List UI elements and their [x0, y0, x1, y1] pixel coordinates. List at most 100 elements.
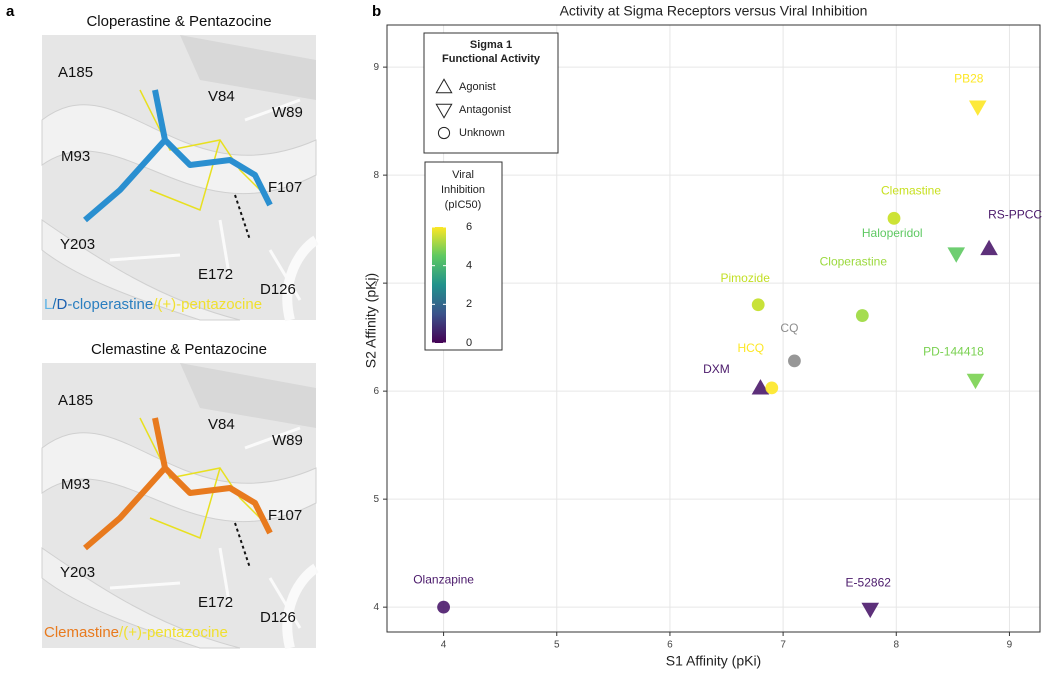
colorbar-tick-label: 6 — [466, 221, 472, 233]
hbond — [234, 194, 251, 241]
structure-image — [41, 363, 319, 650]
point-label: CQ — [780, 321, 798, 335]
residue-label: E172 — [198, 266, 233, 283]
legend-label: Unknown — [459, 127, 505, 139]
colorbar-tick-label: 0 — [466, 337, 472, 349]
hbond — [234, 522, 251, 569]
colorbar-legend: Viral Inhibition (pIC50) 0 2 4 6 — [424, 161, 503, 351]
residue-label: Y203 — [60, 236, 95, 253]
structure-image — [41, 35, 319, 322]
point-label: DXM — [703, 362, 730, 376]
legend-title: Sigma 1 — [470, 39, 512, 51]
point — [947, 247, 966, 263]
residue-label: V84 — [208, 88, 235, 105]
legend-label: Agonist — [459, 81, 496, 93]
residue-label: F107 — [268, 179, 302, 196]
panel-label: b — [372, 3, 381, 20]
point — [980, 239, 998, 256]
ribbon — [180, 363, 316, 428]
caption-part: D — [57, 296, 68, 313]
marker-legend: Sigma 1 Functional Activity Agonist Antagon… — [423, 32, 559, 154]
panel-b: b Activity at Sigma Receptors versus Vira… — [363, 3, 1043, 669]
point-label: Pimozide — [721, 271, 771, 285]
residue-label: W89 — [272, 432, 303, 449]
image-title: Cloperastine & Pentazocine — [86, 13, 271, 30]
x-tick-label: 7 — [780, 640, 786, 651]
y-tick-label: 4 — [373, 602, 379, 613]
ribbon — [41, 547, 241, 649]
residue-label: M93 — [61, 148, 90, 165]
y-tick-label: 8 — [373, 170, 379, 181]
colorbar-tick-label: 4 — [466, 260, 472, 272]
y-axis-label: S2 Affinity (pKi) — [363, 273, 379, 368]
point — [437, 600, 450, 614]
point — [966, 373, 985, 390]
ligand — [83, 89, 273, 223]
x-tick-label: 9 — [1007, 640, 1013, 651]
residue-label: V84 — [208, 416, 235, 433]
point-label: Haloperidol — [862, 226, 923, 240]
ribbon — [180, 35, 316, 100]
caption-part: /(+)-pentazocine — [153, 296, 262, 313]
y-tick-label: 9 — [373, 62, 379, 73]
residue-label: E172 — [198, 594, 233, 611]
legend-label: Antagonist — [459, 104, 511, 116]
point-label: HCQ — [737, 341, 764, 355]
residue-label: Y203 — [60, 564, 95, 581]
caption-part: -cloperastine — [67, 296, 153, 313]
image-caption: L/D-cloperastine/(+)-pentazocine — [44, 296, 262, 313]
side-chain — [109, 426, 302, 629]
residue-label: M93 — [61, 476, 90, 493]
chart-title: Activity at Sigma Receptors versus Viral… — [560, 3, 868, 19]
caption-part: /(+)-pentazocine — [119, 624, 228, 641]
legend-title: Viral — [452, 169, 474, 181]
panel-a: a Cloperastine & Pentazocine A185 V84 W89 M9… — [6, 3, 319, 650]
colorbar — [432, 227, 446, 343]
helix — [282, 235, 319, 322]
ribbon — [41, 219, 241, 321]
point-label: Clemastine — [881, 184, 941, 198]
marker — [435, 103, 453, 119]
y-tick-label: 5 — [373, 494, 379, 505]
residue-label: D126 — [260, 281, 296, 298]
legend-title: Functional Activity — [442, 53, 541, 65]
caption-part: Clemastine — [44, 624, 119, 641]
legend-title: (pIC50) — [445, 199, 482, 211]
residue-label: A185 — [58, 64, 93, 81]
point — [887, 211, 901, 225]
x-tick-label: 4 — [441, 640, 447, 651]
caption-part: / — [52, 296, 57, 313]
caption-part: L — [44, 296, 52, 313]
y-tick-label: 6 — [373, 386, 379, 397]
point — [855, 309, 869, 322]
point-label: RS-PPCC — [988, 208, 1042, 222]
residue-label: A185 — [58, 392, 93, 409]
point — [861, 602, 880, 619]
marker — [435, 78, 453, 94]
point — [751, 379, 770, 395]
point — [751, 298, 765, 312]
x-tick-label: 8 — [893, 640, 899, 651]
point-label: E-52862 — [846, 575, 892, 589]
point — [765, 381, 779, 395]
point-label: PB28 — [954, 71, 984, 85]
image-title: Clemastine & Pentazocine — [91, 341, 267, 358]
ligand — [83, 417, 273, 551]
point — [788, 354, 801, 368]
residue-label: W89 — [272, 104, 303, 121]
residue-label: D126 — [260, 609, 296, 626]
x-axis-label: S1 Affinity (pKi) — [666, 653, 761, 669]
panel-label: a — [6, 3, 15, 20]
helix — [282, 563, 319, 650]
x-tick-label: 5 — [554, 640, 560, 651]
legend-title: Inhibition — [441, 184, 485, 196]
plot-border — [386, 24, 1041, 633]
y-tick-label: 7 — [373, 278, 379, 289]
side-chain — [109, 98, 302, 301]
image-caption: Clemastine/(+)-pentazocine — [44, 624, 228, 641]
point-label: Olanzapine — [413, 572, 474, 586]
x-tick-label: 6 — [667, 640, 673, 651]
colorbar-tick-label: 2 — [466, 298, 472, 310]
